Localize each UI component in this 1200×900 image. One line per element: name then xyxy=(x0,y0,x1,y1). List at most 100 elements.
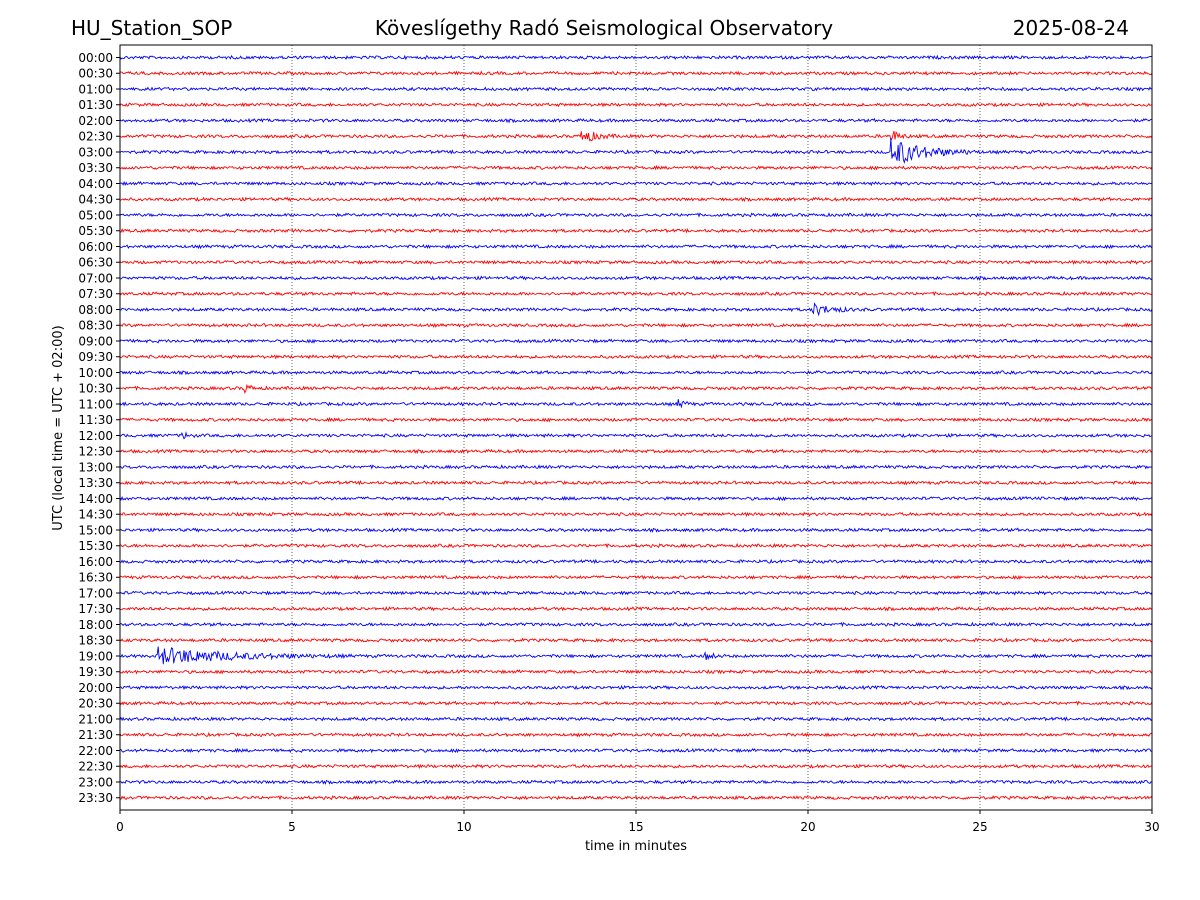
trace-row xyxy=(119,590,1153,596)
y-tick-label: 21:00 xyxy=(78,712,113,726)
x-axis-label: time in minutes xyxy=(585,839,687,854)
y-tick-label: 05:30 xyxy=(78,224,113,238)
grid-lines xyxy=(291,45,981,810)
trace-row xyxy=(119,448,1153,455)
trace-row xyxy=(119,70,1153,76)
trace-row xyxy=(119,164,1153,171)
y-tick-label: 04:00 xyxy=(78,177,113,191)
y-tick-label: 12:00 xyxy=(78,429,113,443)
trace-row xyxy=(119,574,1153,580)
y-tick-label: 09:00 xyxy=(78,334,113,348)
trace-row xyxy=(119,196,1153,203)
x-tick-label: 5 xyxy=(288,820,296,834)
y-tick-label: 13:00 xyxy=(78,460,113,474)
trace-row xyxy=(119,637,1153,643)
y-tick-label: 11:30 xyxy=(78,413,113,427)
station-name: HU_Station_SOP xyxy=(71,16,232,40)
trace-row xyxy=(119,227,1153,234)
y-tick-label: 07:30 xyxy=(78,287,113,301)
trace-row xyxy=(119,243,1153,250)
trace-row xyxy=(119,86,1153,92)
trace-row xyxy=(119,416,1153,423)
trace-row xyxy=(119,511,1153,517)
y-tick-label: 16:30 xyxy=(78,571,113,585)
trace-row xyxy=(119,669,1153,675)
trace-row xyxy=(119,137,1153,165)
trace-row xyxy=(119,275,1153,281)
trace-row xyxy=(119,700,1153,706)
trace-row xyxy=(119,716,1153,722)
trace-group xyxy=(119,54,1153,801)
y-tick-label: 14:00 xyxy=(78,492,113,506)
y-tick-label: 01:00 xyxy=(78,82,113,96)
trace-row xyxy=(119,117,1153,124)
trace-row xyxy=(119,621,1153,628)
trace-row xyxy=(119,102,1153,108)
y-tick-label: 03:00 xyxy=(78,145,113,159)
x-tick-label: 0 xyxy=(116,820,124,834)
y-tick-label: 10:30 xyxy=(78,382,113,396)
y-tick-label: 10:00 xyxy=(78,366,113,380)
trace-row xyxy=(119,290,1153,297)
y-tick-label: 21:30 xyxy=(78,728,113,742)
trace-row xyxy=(119,399,1153,409)
y-tick-label: 01:30 xyxy=(78,98,113,112)
x-tick-label: 20 xyxy=(800,820,815,834)
x-tick-label: 10 xyxy=(456,820,471,834)
trace-row xyxy=(119,383,1153,394)
y-tick-label: 19:30 xyxy=(78,665,113,679)
y-tick-label: 19:00 xyxy=(78,649,113,663)
plot-frame xyxy=(119,44,1153,811)
y-tick-label: 15:00 xyxy=(78,523,113,537)
y-tick-label: 20:30 xyxy=(78,697,113,711)
y-tick-label: 04:30 xyxy=(78,193,113,207)
y-tick-label: 14:30 xyxy=(78,508,113,522)
y-tick-label: 00:30 xyxy=(78,67,113,81)
y-tick-label: 13:30 xyxy=(78,476,113,490)
y-tick-label: 06:00 xyxy=(78,240,113,254)
y-tick-label: 23:30 xyxy=(78,791,113,805)
trace-row xyxy=(119,322,1153,328)
y-tick-label: 11:00 xyxy=(78,397,113,411)
trace-row xyxy=(119,212,1153,218)
y-tick-label: 09:30 xyxy=(78,350,113,364)
y-tick-label: 15:30 xyxy=(78,539,113,553)
trace-row xyxy=(120,606,1153,612)
trace-row xyxy=(119,542,1153,549)
y-tick-label: 22:30 xyxy=(78,760,113,774)
trace-row xyxy=(119,646,1153,665)
chart-title: Köveslígethy Radó Seismological Observat… xyxy=(375,16,833,40)
trace-row xyxy=(119,180,1153,187)
x-tick-label: 30 xyxy=(1144,820,1159,834)
trace-row xyxy=(119,558,1153,565)
y-tick-label: 12:30 xyxy=(78,445,113,459)
trace-row xyxy=(119,259,1153,266)
y-tick-label: 17:00 xyxy=(78,586,113,600)
y-tick-label: 18:30 xyxy=(78,634,113,648)
y-tick-label: 00:00 xyxy=(78,51,113,65)
y-tick-label: 08:30 xyxy=(78,319,113,333)
y-tick-label: 20:00 xyxy=(78,681,113,695)
y-tick-label: 03:30 xyxy=(78,161,113,175)
trace-row xyxy=(119,369,1153,376)
y-tick-label: 16:00 xyxy=(78,555,113,569)
trace-row xyxy=(119,130,1153,142)
x-tick-labels: 0 5 10 15 20 25 30 xyxy=(116,810,1160,834)
trace-row xyxy=(119,302,1153,317)
y-tick-label: 06:30 xyxy=(78,256,113,270)
y-tick-label: 22:00 xyxy=(78,744,113,758)
date-label: 2025-08-24 xyxy=(1013,16,1129,40)
trace-row xyxy=(119,338,1153,344)
trace-row xyxy=(119,527,1153,533)
trace-row xyxy=(119,763,1153,770)
trace-row xyxy=(119,431,1153,440)
y-tick-label: 23:00 xyxy=(78,775,113,789)
y-tick-label: 08:00 xyxy=(78,303,113,317)
trace-row xyxy=(119,495,1153,502)
trace-row xyxy=(119,464,1153,470)
y-tick-label: 02:30 xyxy=(78,130,113,144)
x-tick-label: 25 xyxy=(972,820,987,834)
trace-row xyxy=(119,794,1153,801)
